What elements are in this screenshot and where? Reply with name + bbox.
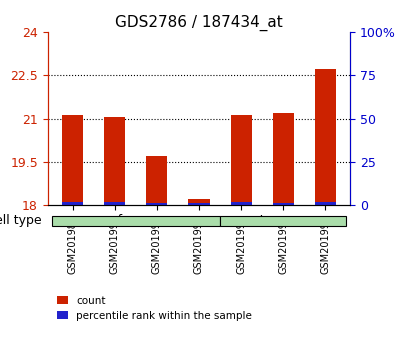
Bar — [230, 115, 252, 205]
Bar — [146, 156, 168, 205]
Bar — [62, 115, 84, 205]
Bar — [273, 203, 293, 205]
Text: reference: reference — [106, 215, 166, 227]
Bar — [273, 113, 293, 205]
Bar — [314, 202, 336, 205]
FancyBboxPatch shape — [220, 216, 346, 226]
Text: cell type: cell type — [0, 215, 41, 227]
Bar — [146, 203, 168, 205]
Bar — [104, 117, 125, 205]
Bar — [230, 202, 252, 205]
Bar — [104, 202, 125, 205]
Bar — [189, 203, 209, 205]
Text: motor neuron: motor neuron — [240, 215, 326, 227]
Legend: count, percentile rank within the sample: count, percentile rank within the sample — [53, 291, 256, 325]
Bar — [189, 199, 209, 205]
FancyBboxPatch shape — [52, 216, 220, 226]
Bar — [314, 69, 336, 205]
Bar — [62, 202, 84, 205]
Title: GDS2786 / 187434_at: GDS2786 / 187434_at — [115, 14, 283, 30]
